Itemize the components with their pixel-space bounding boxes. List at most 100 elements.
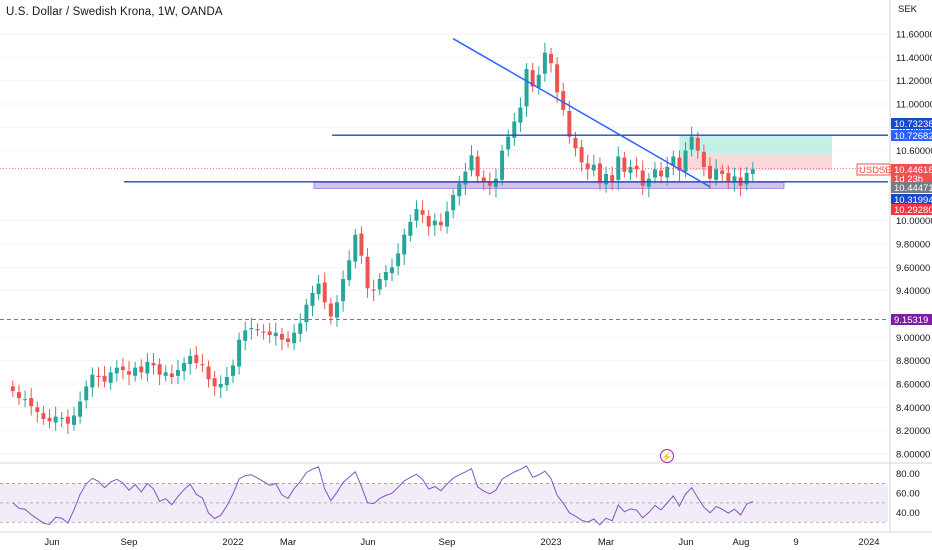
candle-body (524, 69, 529, 107)
candle-body (163, 372, 168, 376)
candle-body (23, 399, 28, 401)
price-axis-label: 10.00000 (896, 216, 932, 227)
candle-body (506, 136, 511, 150)
candle-body (585, 163, 590, 170)
candle-body (377, 279, 382, 290)
price-tag-support: 10.31994 (894, 195, 932, 206)
candle-body (616, 156, 621, 180)
drawing-zones (313, 135, 832, 189)
candle-body (487, 181, 492, 186)
candle-body (536, 74, 541, 88)
symbol-tag: USDSEK (859, 165, 899, 176)
candle-body (200, 364, 205, 366)
price-grid (0, 33, 888, 455)
candle-body (518, 107, 523, 123)
candle-body (383, 272, 388, 281)
price-tag-resistance: 10.73238 (894, 119, 932, 130)
candle-body (604, 174, 609, 185)
candle-body (677, 157, 682, 171)
stop-zone-upper (679, 154, 832, 169)
candle-body (634, 165, 639, 170)
time-axis-label: 2024 (858, 537, 879, 548)
candle-body (145, 361, 150, 374)
candle-body (139, 366, 144, 373)
candle-body (255, 329, 260, 331)
price-tag-bg (891, 182, 932, 193)
candle-body (732, 176, 737, 183)
candle-body (750, 169, 755, 174)
candle-body (665, 167, 670, 178)
candle-body (90, 374, 95, 388)
candle-body (481, 177, 486, 183)
candle-body (646, 178, 651, 187)
candle-body (390, 267, 394, 274)
time-axis-label: 2023 (540, 537, 561, 548)
candle-body (84, 386, 89, 401)
candle-body (273, 332, 278, 337)
candle-body (194, 354, 199, 363)
symbol-tag-box (856, 163, 891, 176)
price-tag-bg (891, 194, 932, 205)
candle-body (65, 416, 70, 424)
candle-body (261, 331, 266, 333)
price-axis-label: 8.80000 (896, 356, 930, 367)
rsi-axis-label: 60.00 (896, 489, 920, 500)
time-axis-label: Sep (439, 537, 456, 548)
stop-zone (679, 168, 832, 171)
candle-body (188, 356, 193, 365)
price-tag-tp: 10.72682 (894, 131, 932, 142)
candle-body (652, 169, 657, 178)
candle-body (292, 332, 297, 344)
candle-body (701, 151, 706, 167)
candle-body (347, 260, 352, 281)
candle-body (396, 253, 401, 267)
candle-body (108, 372, 113, 383)
candle-body (206, 366, 211, 380)
price-axis-label: 11.60000 (896, 30, 932, 41)
candle-body (622, 157, 627, 172)
lightning-icon[interactable]: ⚡ (660, 449, 674, 463)
candle-body (29, 398, 34, 407)
candle-body (341, 279, 346, 302)
price-tag-entry: 10.44471 (894, 183, 932, 194)
candle-body (426, 216, 431, 227)
candle-body (475, 156, 480, 177)
candle-body (689, 136, 694, 150)
candle-body (359, 233, 364, 256)
candle-body (744, 172, 749, 185)
candle-body (414, 209, 419, 221)
price-tag-bg (891, 130, 932, 141)
time-axis: Jun Sep 2022 Mar Jun Sep 2023 Mar Jun Aug 9 2024 (0, 531, 932, 548)
price-tag-last: 10.44618 (894, 165, 932, 176)
rsi-axis-label: 40.00 (896, 508, 920, 519)
candle-body (542, 52, 547, 74)
candle-body (500, 150, 505, 180)
support-zone (313, 181, 785, 189)
price-tag-bg (891, 118, 932, 129)
price-tag-bg (891, 173, 932, 183)
candle-body (175, 370, 180, 376)
price-tag-stop: 10.29280 (894, 205, 932, 216)
time-axis-label: Aug (733, 537, 750, 548)
candle-body (469, 155, 474, 171)
candle-body (328, 303, 333, 317)
price-axis-label: 8.60000 (896, 380, 930, 391)
candle-body (708, 165, 712, 179)
candle-body (10, 386, 15, 391)
candle-body (610, 175, 615, 181)
candle-body (322, 282, 327, 303)
candle-body (224, 377, 229, 386)
candle-body (463, 171, 468, 185)
candle-body (597, 163, 602, 184)
candle-body (231, 365, 235, 376)
candle-body (555, 64, 560, 93)
price-axis-label: 8.00000 (896, 450, 930, 461)
candle-body (365, 256, 370, 289)
price-axis-label: 8.40000 (896, 403, 930, 414)
candle-body (41, 413, 46, 419)
price-tag-dashed: 9.15319 (894, 315, 928, 326)
price-axis-label: 9.40000 (896, 286, 930, 297)
candle-body (35, 407, 40, 412)
